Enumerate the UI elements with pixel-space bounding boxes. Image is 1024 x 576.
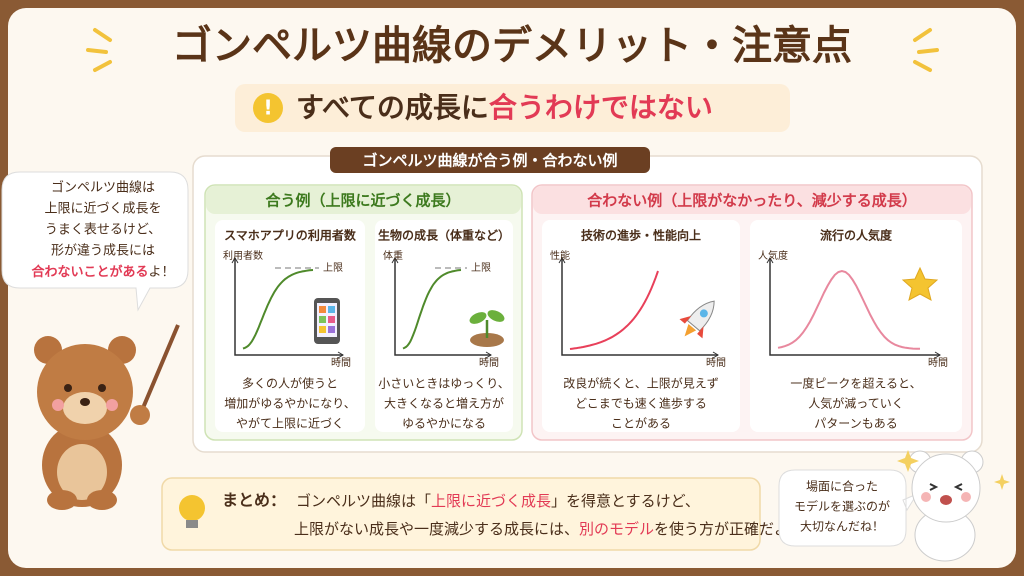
speech-line: ゴンペルツ曲線は bbox=[51, 180, 155, 196]
axis-arrows bbox=[766, 257, 941, 359]
limit-label: 上限 bbox=[471, 262, 491, 274]
speech-line: うまく表せるけど、 bbox=[45, 223, 161, 238]
star-icon bbox=[901, 266, 939, 301]
example-card bbox=[542, 220, 740, 432]
example-description: 人気が減っていく bbox=[808, 396, 903, 411]
speech-line: 場面に合った bbox=[806, 479, 878, 494]
white-bear bbox=[897, 450, 1010, 562]
bear-speech-bubble bbox=[1, 171, 189, 312]
example-description: 多くの人が使うと bbox=[242, 376, 338, 391]
speech-text: よ！ bbox=[149, 265, 175, 280]
speech-line: 形が違う成長には bbox=[51, 244, 155, 259]
example-description: やがて上限に近づく bbox=[236, 416, 344, 431]
subtitle-box bbox=[235, 84, 790, 132]
example-title: 流行の人気度 bbox=[820, 228, 893, 243]
x-axis-label: 時間 bbox=[331, 357, 351, 369]
summary-text: ゴンペルツ曲線は「 bbox=[296, 492, 431, 510]
example-title: スマホアプリの利用者数 bbox=[224, 228, 357, 243]
example-description: ことがある bbox=[611, 416, 671, 431]
limit-label: 上限 bbox=[323, 262, 343, 274]
axes bbox=[394, 258, 491, 356]
rocket-icon bbox=[679, 300, 715, 339]
summary-line1: ゴンペルツ曲線は「上限に近づく成長」を得意とするけど、 bbox=[296, 492, 700, 510]
summary-line2: 上限がない成長や一度減少する成長には、別のモデルを使う方が正確だよ！ bbox=[294, 520, 804, 538]
example-description: どこまでも速く進歩する bbox=[575, 396, 707, 411]
warning-icon bbox=[253, 93, 283, 123]
title-sparks bbox=[86, 28, 939, 72]
example-title: 技術の進歩・性能向上 bbox=[581, 228, 701, 243]
unfit-heading: 合わない例（上限がなかったり、減少する成長） bbox=[586, 192, 916, 210]
bulb-icon bbox=[179, 495, 205, 521]
example-card bbox=[215, 220, 365, 432]
example-description: 増加がゆるやかになり、 bbox=[224, 396, 356, 411]
subtitle-lead: すべての成長に bbox=[296, 91, 489, 124]
subtitle: すべての成長に合うわけではない bbox=[296, 91, 713, 124]
subtitle-emphasis: 合うわけではない bbox=[489, 91, 713, 124]
example-description: 一度ピークを超えると、 bbox=[790, 376, 921, 391]
example-description: 改良が続くと、上限が見えず bbox=[563, 376, 719, 391]
y-axis-label: 性能 bbox=[550, 249, 570, 262]
example-description: 大きくなると増え方が bbox=[384, 396, 504, 411]
title: ゴンペルツ曲線のデメリット・注意点 bbox=[172, 23, 852, 69]
x-axis-label: 時間 bbox=[479, 357, 499, 369]
bulb-base bbox=[186, 520, 198, 528]
example-card bbox=[750, 220, 962, 432]
example-title: 生物の成長（体重など） bbox=[378, 228, 510, 243]
y-axis-label: 人気度 bbox=[758, 249, 788, 262]
left-bear bbox=[34, 324, 180, 510]
axes bbox=[561, 258, 718, 356]
warning-mark: ! bbox=[263, 96, 272, 120]
summary-text: 」を得意とするけど、 bbox=[551, 492, 700, 510]
curve bbox=[402, 269, 462, 350]
example-card bbox=[375, 220, 513, 432]
unfit-header bbox=[533, 186, 971, 214]
panel-title: ゴンペルツ曲線が合う例・合わない例 bbox=[362, 152, 617, 170]
speech-emphasis: 合わないことがある bbox=[31, 264, 148, 280]
x-axis-label: 時間 bbox=[706, 357, 726, 369]
axis-arrows bbox=[391, 257, 492, 359]
phone-icon bbox=[314, 298, 340, 344]
axis-arrows bbox=[558, 257, 719, 359]
white-bear-speech-bubble bbox=[778, 469, 919, 547]
example-description: ゆるやかになる bbox=[402, 417, 486, 431]
axes bbox=[769, 258, 940, 356]
axes bbox=[234, 258, 343, 356]
speech-line: 大切なんだね！ bbox=[800, 520, 884, 534]
summary-label: まとめ： bbox=[222, 491, 286, 510]
y-axis-label: 利用者数 bbox=[223, 249, 263, 262]
summary-text: を使う方が正確だよ！ bbox=[654, 520, 804, 538]
axis-arrows bbox=[231, 257, 344, 359]
x-axis-label: 時間 bbox=[928, 357, 948, 369]
curve bbox=[569, 270, 659, 350]
example-description: 小さいときはゆっくり、 bbox=[378, 377, 510, 391]
speech-line: 合わないことがあるよ！ bbox=[31, 264, 174, 280]
curve bbox=[242, 269, 314, 350]
sprout-icon bbox=[469, 310, 505, 347]
fit-heading: 合う例（上限に近づく成長） bbox=[264, 192, 460, 210]
example-description: パターンもある bbox=[814, 417, 897, 431]
summary-emphasis: 上限に近づく成長 bbox=[431, 492, 551, 510]
panel-tab bbox=[330, 147, 650, 173]
summary-box bbox=[161, 477, 761, 551]
fit-header bbox=[206, 186, 521, 214]
speech-line: モデルを選ぶのが bbox=[794, 499, 890, 514]
summary-emphasis: 別のモデル bbox=[579, 520, 654, 538]
curve bbox=[777, 269, 921, 350]
y-axis-label: 体重 bbox=[383, 249, 403, 262]
summary-text: 上限がない成長や一度減少する成長には、 bbox=[294, 520, 579, 538]
speech-line: 上限に近づく成長を bbox=[44, 202, 161, 217]
